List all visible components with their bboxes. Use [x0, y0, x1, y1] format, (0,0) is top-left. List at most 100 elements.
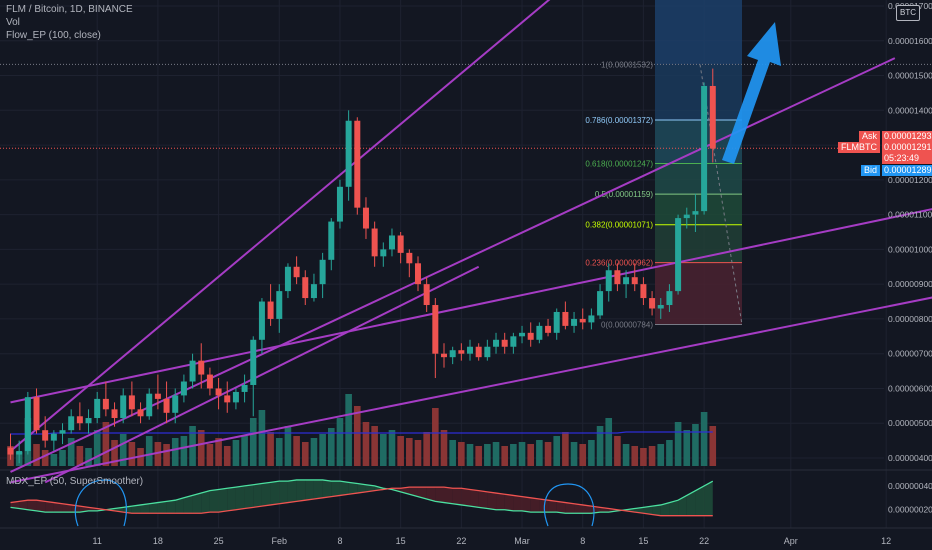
volume-bar — [102, 422, 110, 466]
candle-body — [657, 305, 664, 309]
mdx-red-line — [10, 486, 713, 517]
projection-arrow[interactable] — [722, 22, 781, 164]
mdx-fill — [201, 490, 210, 514]
candle-body — [649, 298, 656, 309]
fib-level-label: 0.236(0.00000962) — [585, 259, 653, 268]
volume-bar — [432, 408, 439, 466]
mdx-fill — [487, 491, 497, 510]
candle-body — [597, 291, 604, 316]
volume-bar — [588, 440, 595, 466]
mdx-tick-label: 0.00000040 — [888, 481, 932, 491]
bid-label: Bid — [860, 165, 880, 176]
time-axis[interactable]: 111825Feb81522Mar81522Apr1219 — [93, 536, 932, 546]
candle-body — [59, 430, 66, 434]
candle-body — [527, 332, 534, 340]
mdx-fill — [539, 499, 549, 513]
candlesticks[interactable] — [7, 68, 716, 464]
volume-bar — [362, 422, 370, 466]
candle-body — [85, 418, 92, 424]
mdx-fill — [19, 500, 28, 510]
candle-body — [414, 263, 421, 285]
fib-zone — [655, 194, 742, 225]
volume-bar — [510, 444, 517, 466]
candle-body — [310, 284, 317, 299]
candle-body — [137, 409, 144, 417]
candle-body — [328, 221, 335, 260]
volume-bar — [76, 446, 84, 466]
mdx-fill — [478, 490, 488, 509]
annotation-circle — [543, 483, 595, 527]
volume-bar — [93, 430, 101, 466]
volume-bar — [700, 412, 708, 466]
fib-level-label: 0.5(0.00001159) — [595, 190, 653, 199]
time-tick-label: 25 — [214, 536, 224, 546]
volume-bar — [145, 436, 153, 466]
volume-bar — [371, 426, 378, 466]
mdx-fill — [652, 504, 661, 516]
mdx-fill — [357, 483, 366, 494]
price-tick-label: 0.00000500 — [888, 418, 932, 428]
volume-legend[interactable]: Vol — [6, 17, 20, 28]
mdx-fill — [296, 479, 306, 502]
currency-badge[interactable]: BTC — [896, 5, 920, 21]
mdx-fill — [444, 487, 453, 504]
candle-body — [250, 339, 257, 385]
mdx-fill — [244, 484, 254, 509]
channel-line — [10, 296, 932, 484]
volume-bar — [128, 442, 136, 466]
volume-bar — [666, 440, 673, 466]
price-tick-label: 0.00001600 — [888, 36, 932, 46]
mdx-fill — [131, 504, 141, 514]
mdx-fill — [435, 487, 444, 503]
time-tick-label: 22 — [456, 536, 466, 546]
candle-body — [631, 277, 638, 285]
mdx-green-line — [10, 479, 714, 514]
volume-bar — [692, 424, 699, 466]
fib-zone — [655, 64, 742, 121]
candle-body — [146, 393, 153, 417]
candle-body — [709, 85, 716, 149]
mdx-legend[interactable]: MDX_EP (50, SuperSmoother) — [6, 476, 144, 487]
volume-bar — [354, 406, 361, 466]
mdx-fill — [686, 490, 696, 516]
volume-bar — [293, 436, 300, 466]
mdx-fill — [53, 502, 63, 513]
time-tick-label: Apr — [784, 536, 798, 546]
candle-body — [484, 346, 491, 358]
volume-bar — [466, 444, 474, 466]
volume-bar — [579, 444, 587, 466]
time-tick-label: 12 — [881, 536, 891, 546]
candle-body — [441, 353, 447, 358]
volume-bar — [327, 428, 335, 466]
volume-bar — [154, 442, 162, 466]
mdx-fill — [513, 495, 523, 511]
candle-body — [640, 284, 647, 299]
volume-bar — [640, 448, 647, 466]
fib-level-label: 0.618(0.00001247) — [585, 160, 653, 169]
time-tick-label: 11 — [93, 536, 102, 546]
price-tick-label: 0.00000900 — [888, 279, 932, 289]
fib-level-label: 0.786(0.00001372) — [585, 116, 653, 125]
mdx-fill — [218, 488, 228, 513]
volume-bar — [310, 438, 318, 466]
candle-body — [284, 266, 291, 292]
candle-body — [180, 381, 187, 396]
volume-bar — [67, 438, 75, 466]
mdx-fill — [582, 504, 592, 514]
mdx-fill — [669, 500, 679, 516]
candle-body — [215, 388, 222, 396]
volume-bar — [275, 438, 283, 466]
candle-body — [501, 339, 508, 347]
volume-bar — [215, 438, 222, 466]
flow-ep-legend[interactable]: Flow_EP (100, close) — [6, 30, 101, 41]
candle-body — [319, 259, 326, 285]
candle-body — [68, 416, 75, 431]
candle-body — [232, 391, 239, 403]
fib-zone — [655, 163, 742, 195]
candle-body — [7, 447, 14, 455]
mdx-fill — [322, 479, 332, 498]
mdx-fill — [331, 481, 340, 497]
time-tick-label: 22 — [699, 536, 709, 546]
